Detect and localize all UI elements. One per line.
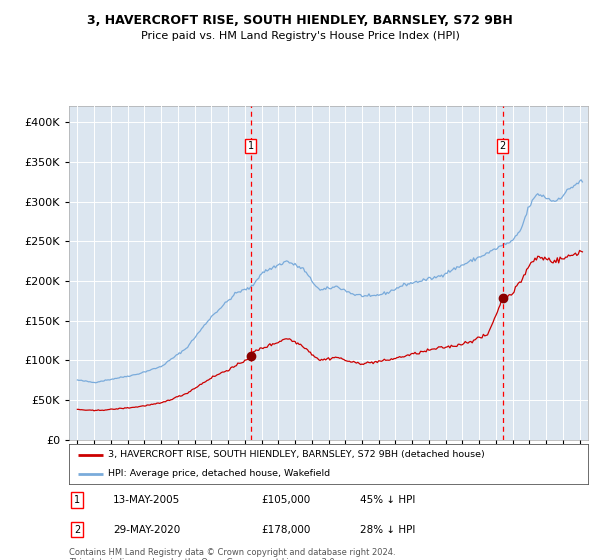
Text: 3, HAVERCROFT RISE, SOUTH HIENDLEY, BARNSLEY, S72 9BH: 3, HAVERCROFT RISE, SOUTH HIENDLEY, BARN…	[87, 14, 513, 27]
Text: Price paid vs. HM Land Registry's House Price Index (HPI): Price paid vs. HM Land Registry's House …	[140, 31, 460, 41]
Text: 3, HAVERCROFT RISE, SOUTH HIENDLEY, BARNSLEY, S72 9BH (detached house): 3, HAVERCROFT RISE, SOUTH HIENDLEY, BARN…	[108, 450, 485, 459]
Text: £178,000: £178,000	[261, 525, 310, 535]
Text: Contains HM Land Registry data © Crown copyright and database right 2024.
This d: Contains HM Land Registry data © Crown c…	[69, 548, 395, 560]
Text: 45% ↓ HPI: 45% ↓ HPI	[359, 495, 415, 505]
Text: 1: 1	[248, 141, 254, 151]
Text: 2: 2	[74, 525, 80, 535]
Text: 29-MAY-2020: 29-MAY-2020	[113, 525, 181, 535]
Text: 1: 1	[74, 495, 80, 505]
Text: £105,000: £105,000	[261, 495, 310, 505]
Text: 2: 2	[500, 141, 506, 151]
Text: 28% ↓ HPI: 28% ↓ HPI	[359, 525, 415, 535]
Text: 13-MAY-2005: 13-MAY-2005	[113, 495, 181, 505]
Text: HPI: Average price, detached house, Wakefield: HPI: Average price, detached house, Wake…	[108, 469, 330, 478]
